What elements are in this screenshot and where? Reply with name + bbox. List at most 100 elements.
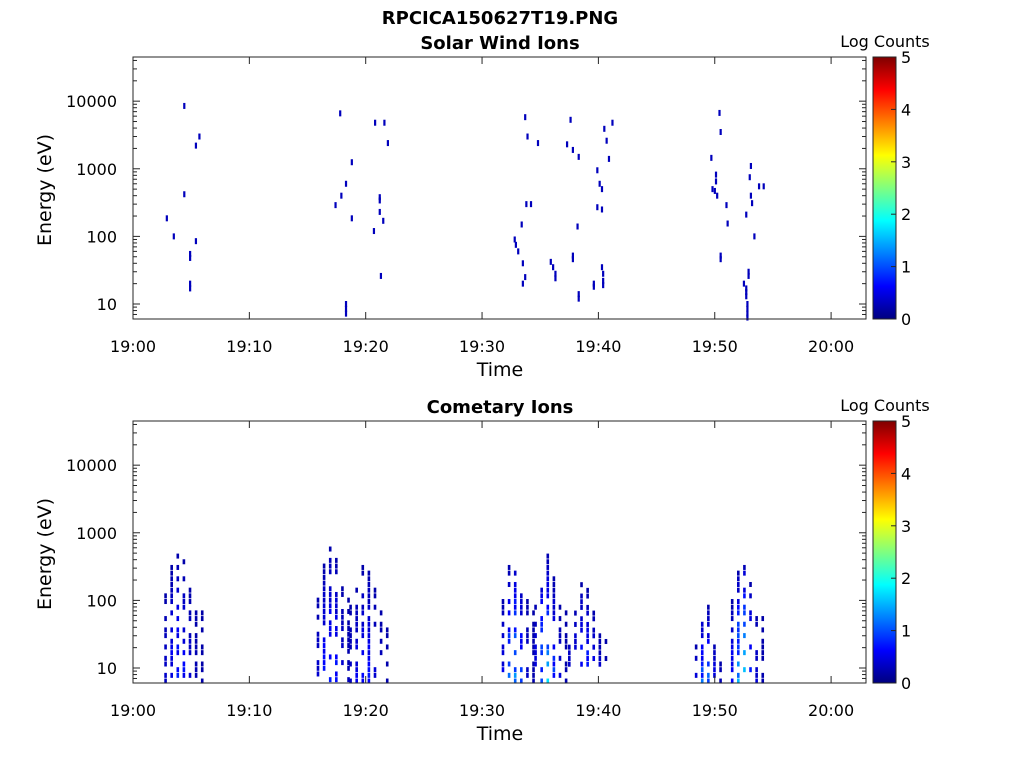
data-cell bbox=[700, 650, 704, 656]
data-cell bbox=[534, 655, 537, 661]
y-axis-label: Energy (eV) bbox=[34, 134, 56, 246]
data-cell bbox=[564, 667, 568, 673]
data-cell bbox=[602, 270, 605, 277]
y-ticks: 10 100 1000 10000 bbox=[66, 423, 866, 684]
data-cell bbox=[748, 174, 751, 181]
data-cell bbox=[164, 627, 167, 633]
data-cell bbox=[200, 616, 204, 622]
x-tick-label: 19:10 bbox=[226, 701, 272, 720]
colorbar-tick-label: 0 bbox=[901, 674, 911, 693]
data-cell bbox=[316, 614, 320, 620]
y-tick-label: 1000 bbox=[76, 524, 117, 543]
data-cell bbox=[328, 557, 332, 563]
data-cell bbox=[322, 648, 326, 654]
data-cell bbox=[600, 206, 604, 213]
data-cell bbox=[737, 576, 740, 582]
data-cell bbox=[552, 610, 556, 616]
data-cell bbox=[182, 599, 186, 605]
data-cell bbox=[361, 604, 365, 610]
data-cell bbox=[713, 667, 716, 673]
data-cell bbox=[749, 667, 752, 673]
data-cell bbox=[558, 638, 562, 644]
data-cell bbox=[373, 672, 377, 678]
data-cell bbox=[189, 250, 192, 257]
data-cell bbox=[379, 638, 383, 644]
data-cell bbox=[328, 563, 332, 569]
data-cell bbox=[540, 616, 543, 622]
plot-area bbox=[133, 57, 866, 319]
x-tick-label: 19:20 bbox=[343, 337, 389, 356]
data-cell bbox=[514, 241, 517, 248]
data-cell bbox=[341, 620, 344, 626]
data-cell bbox=[507, 599, 511, 605]
data-cell bbox=[694, 644, 698, 650]
data-cell bbox=[513, 633, 517, 639]
data-cell bbox=[347, 665, 350, 671]
data-cell bbox=[335, 671, 338, 677]
data-cell bbox=[552, 616, 556, 622]
data-cell bbox=[355, 616, 358, 622]
data-cell bbox=[540, 650, 543, 656]
data-cell bbox=[347, 643, 350, 649]
data-cell bbox=[580, 627, 583, 633]
data-cell bbox=[372, 228, 376, 235]
data-cell bbox=[350, 159, 353, 166]
data-cell bbox=[526, 627, 529, 633]
data-cell bbox=[322, 603, 326, 609]
data-cell bbox=[603, 125, 606, 132]
data-cell bbox=[355, 661, 358, 667]
data-cell bbox=[335, 660, 338, 666]
data-cell bbox=[700, 644, 704, 650]
data-cell bbox=[743, 650, 746, 656]
data-cell bbox=[188, 587, 192, 593]
data-cell bbox=[700, 667, 704, 673]
data-cell bbox=[322, 614, 326, 620]
data-cell bbox=[700, 633, 704, 639]
data-cell bbox=[513, 581, 517, 587]
data-cell bbox=[344, 180, 348, 187]
data-cell bbox=[355, 667, 358, 673]
data-cell bbox=[694, 672, 698, 678]
data-cell bbox=[552, 599, 556, 605]
data-cell bbox=[586, 621, 589, 627]
data-cell bbox=[574, 621, 577, 627]
data-cell bbox=[322, 580, 326, 586]
data-cell bbox=[189, 285, 192, 292]
data-cell bbox=[176, 604, 180, 610]
data-cell bbox=[586, 638, 589, 644]
data-cell bbox=[344, 305, 348, 312]
data-cell bbox=[176, 564, 180, 570]
data-cell bbox=[501, 610, 505, 616]
data-cell bbox=[170, 570, 173, 576]
data-cell bbox=[536, 140, 540, 147]
data-cell bbox=[592, 280, 595, 287]
data-cell bbox=[755, 650, 758, 656]
data-cell bbox=[344, 310, 348, 317]
data-cell bbox=[361, 570, 365, 576]
data-cell bbox=[200, 644, 204, 650]
data-cell bbox=[526, 638, 529, 644]
data-cell bbox=[349, 678, 352, 684]
data-cell bbox=[743, 633, 746, 639]
x-tick-label: 19:40 bbox=[575, 337, 621, 356]
data-cell bbox=[322, 643, 326, 649]
data-cell bbox=[194, 616, 198, 622]
data-cell bbox=[600, 264, 604, 271]
data-cell bbox=[188, 644, 192, 650]
data-cell bbox=[361, 650, 365, 656]
data-cell bbox=[355, 604, 358, 610]
data-cell bbox=[335, 654, 338, 660]
data-cell bbox=[379, 621, 383, 627]
data-cell bbox=[176, 672, 180, 678]
data-cell bbox=[349, 638, 352, 644]
data-cell bbox=[355, 610, 358, 616]
data-cell bbox=[743, 587, 746, 593]
data-cell bbox=[170, 644, 173, 650]
data-cell bbox=[604, 638, 608, 644]
data-cell bbox=[737, 672, 740, 678]
data-cell bbox=[385, 661, 389, 667]
data-cell bbox=[761, 678, 765, 684]
data-cell bbox=[586, 604, 589, 610]
data-cell bbox=[347, 608, 350, 614]
